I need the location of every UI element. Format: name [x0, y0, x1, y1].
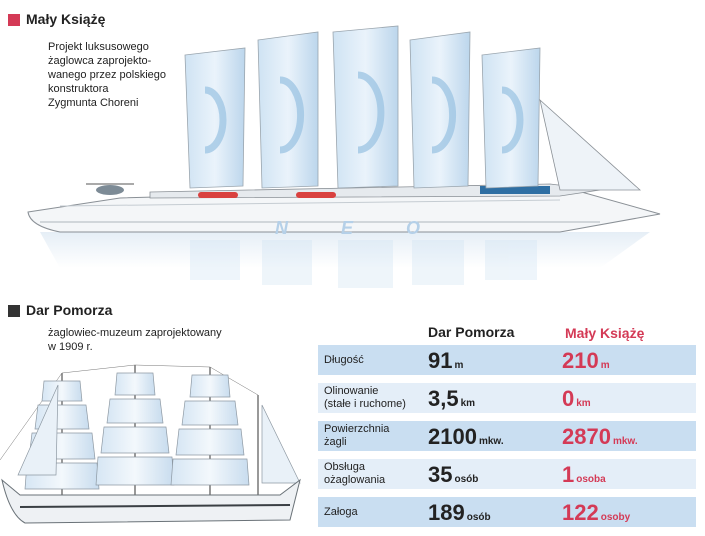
maly-value: 210 m: [562, 348, 610, 373]
row-label: Olinowanie (stałe i ruchome): [324, 385, 406, 410]
table-row-sail-crew: Obsługa ożaglowania 35 osób 1 osoba: [318, 459, 696, 489]
maly-value: 0 km: [562, 386, 591, 411]
table-row-crew: Załoga 189 osób 122 osoby: [318, 497, 696, 527]
dar-value: 2100 mkw.: [428, 424, 504, 449]
dar-value: 91 m: [428, 348, 464, 373]
row-label: Długość: [324, 353, 364, 366]
dar-legend-square: [8, 305, 20, 317]
maly-legend-square: [8, 14, 20, 26]
col-head-dar: Dar Pomorza: [428, 324, 515, 340]
dar-value: 189 osób: [428, 500, 491, 525]
dar-value: 35 osób: [428, 462, 479, 487]
table-row-length: Długość 91 m 210 m: [318, 345, 696, 375]
maly-ship-illustration: [27, 25, 661, 288]
dar-value: 3,5 km: [428, 386, 476, 411]
dar-ship-illustration: [0, 364, 301, 524]
table-row-sail-area: Powierzchnia żagli 2100 mkw. 2870 mkw.: [318, 421, 696, 451]
table-row-rigging: Olinowanie (stałe i ruchome) 3,5 km 0 km: [318, 383, 696, 413]
maly-description: Projekt luksusowego żaglowca zaprojekto-…: [48, 41, 167, 109]
row-label: Załoga: [324, 505, 358, 518]
maly-value: 1 osoba: [562, 462, 606, 487]
row-label: Powierzchnia żagli: [324, 423, 390, 448]
hull-text: N E O: [275, 218, 445, 238]
dar-description: żaglowiec-muzeum zaprojektowany w 1909 r…: [48, 327, 222, 353]
maly-value: 2870 mkw.: [562, 424, 638, 449]
col-head-maly: Mały Książę: [565, 325, 645, 341]
dar-title: Dar Pomorza: [26, 302, 113, 318]
maly-title: Mały Książę: [26, 11, 106, 27]
maly-value: 122 osoby: [562, 500, 631, 525]
row-label: Obsługa ożaglowania: [324, 461, 386, 486]
